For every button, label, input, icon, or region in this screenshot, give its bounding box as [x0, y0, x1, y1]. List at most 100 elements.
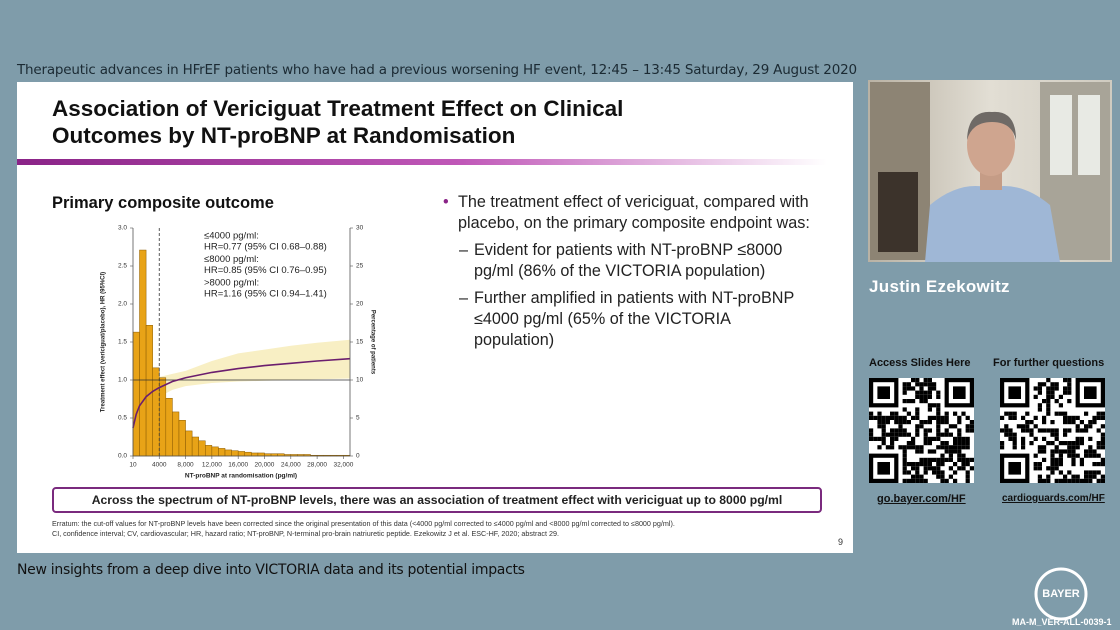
qr-module: [881, 420, 886, 425]
qr-module: [902, 449, 907, 454]
qr-module: [881, 424, 886, 429]
qr-module: [1042, 382, 1047, 387]
qr-module: [1042, 415, 1047, 420]
qr-module: [1096, 411, 1101, 416]
qr-module: [906, 382, 911, 387]
video-chair: [878, 172, 918, 252]
qr-module: [1042, 445, 1047, 450]
sub-bullet: Further amplified in patients with NT-pr…: [443, 288, 804, 351]
qr-module: [1100, 478, 1105, 483]
qr-module: [940, 441, 945, 446]
footnote: CI, confidence interval; CV, cardiovascu…: [52, 529, 559, 538]
qr-module: [932, 449, 937, 454]
qr-module: [927, 462, 932, 467]
histogram-bar: [231, 450, 239, 457]
qr-module: [961, 457, 966, 462]
qr-module: [932, 415, 937, 420]
qr-module: [1012, 445, 1017, 450]
x-tick-label: 4000: [152, 462, 167, 469]
qr-module: [877, 411, 882, 416]
qr-module: [927, 466, 932, 471]
qr-module: [965, 474, 970, 479]
qr-module: [1054, 466, 1059, 471]
qr-module: [969, 466, 974, 471]
qr-module: [915, 432, 920, 437]
qr-module: [1067, 420, 1072, 425]
qr-module: [915, 462, 920, 467]
qr-module: [877, 436, 882, 441]
qr-module: [932, 403, 937, 408]
qr-finder: [1008, 386, 1021, 399]
qr-module: [1071, 474, 1076, 479]
qr-module: [1071, 445, 1076, 450]
qr-module: [1004, 424, 1009, 429]
qr-module: [906, 386, 911, 391]
title-rule: [17, 159, 827, 165]
qr-module: [940, 462, 945, 467]
qr-module: [936, 445, 941, 450]
title-line: Association of Vericiguat Treatment Effe…: [52, 96, 624, 121]
histogram-bar: [178, 420, 186, 457]
qr-module: [927, 420, 932, 425]
qr-module: [1046, 394, 1051, 399]
qr-module: [1046, 428, 1051, 433]
qr-module: [1067, 390, 1072, 395]
y-tick-label: 3.0: [118, 225, 127, 232]
qr-module: [932, 470, 937, 475]
qr-module: [948, 474, 953, 479]
qr-module: [902, 428, 907, 433]
qr-module: [1021, 441, 1026, 446]
qr-module: [1050, 457, 1055, 462]
qr-module: [936, 470, 941, 475]
qr-module: [873, 415, 878, 420]
qr-module: [1084, 449, 1089, 454]
qr-module: [923, 390, 928, 395]
histogram-bar: [205, 445, 213, 457]
qr-module: [911, 478, 916, 483]
qr-module: [1008, 432, 1013, 437]
qr-module: [1067, 445, 1072, 450]
qr-module: [1075, 445, 1080, 450]
qr-module: [919, 478, 924, 483]
x-tick-label: 12,000: [202, 462, 222, 469]
qr-module: [1079, 462, 1084, 467]
qr-module: [894, 411, 899, 416]
qr-module: [965, 424, 970, 429]
qr-module: [936, 420, 941, 425]
qr-module: [1096, 428, 1101, 433]
link[interactable]: cardioguards.com/HF: [1002, 493, 1105, 504]
qr-module: [932, 457, 937, 462]
qr-module: [1100, 441, 1105, 446]
qr-module: [965, 436, 970, 441]
qr-module: [1067, 378, 1072, 383]
slide-title: Association of Vericiguat Treatment Effe…: [52, 95, 623, 149]
qr-module: [1046, 466, 1051, 471]
qr-module: [936, 394, 941, 399]
qr-module: [923, 462, 928, 467]
qr-module: [923, 478, 928, 483]
qr-module: [1025, 424, 1030, 429]
annotation: ≤4000 pg/ml:: [204, 231, 259, 242]
video: [868, 80, 1112, 262]
qr-module: [965, 428, 970, 433]
qr-module: [932, 382, 937, 387]
qr-module: [1037, 403, 1042, 408]
histogram-bar: [198, 440, 206, 457]
qr-module: [1037, 382, 1042, 387]
link[interactable]: go.bayer.com/HF: [877, 493, 966, 505]
y-tick-label: 2.0: [118, 301, 127, 308]
qr-module: [1100, 462, 1105, 467]
qr-module: [1084, 411, 1089, 416]
y-tick-label: 0.0: [118, 453, 127, 460]
qr-module: [944, 420, 949, 425]
qr-module: [932, 386, 937, 391]
qr-module: [881, 432, 886, 437]
qr-module: [902, 390, 907, 395]
qr-module: [1008, 415, 1013, 420]
qr-module: [1079, 436, 1084, 441]
qr-module: [1088, 449, 1093, 454]
qr-module: [927, 407, 932, 412]
qr-module: [965, 415, 970, 420]
key-message: Across the spectrum of NT-proBNP levels,…: [52, 487, 822, 513]
annotation: HR=0.85 (95% CI 0.76–0.95): [204, 265, 327, 276]
